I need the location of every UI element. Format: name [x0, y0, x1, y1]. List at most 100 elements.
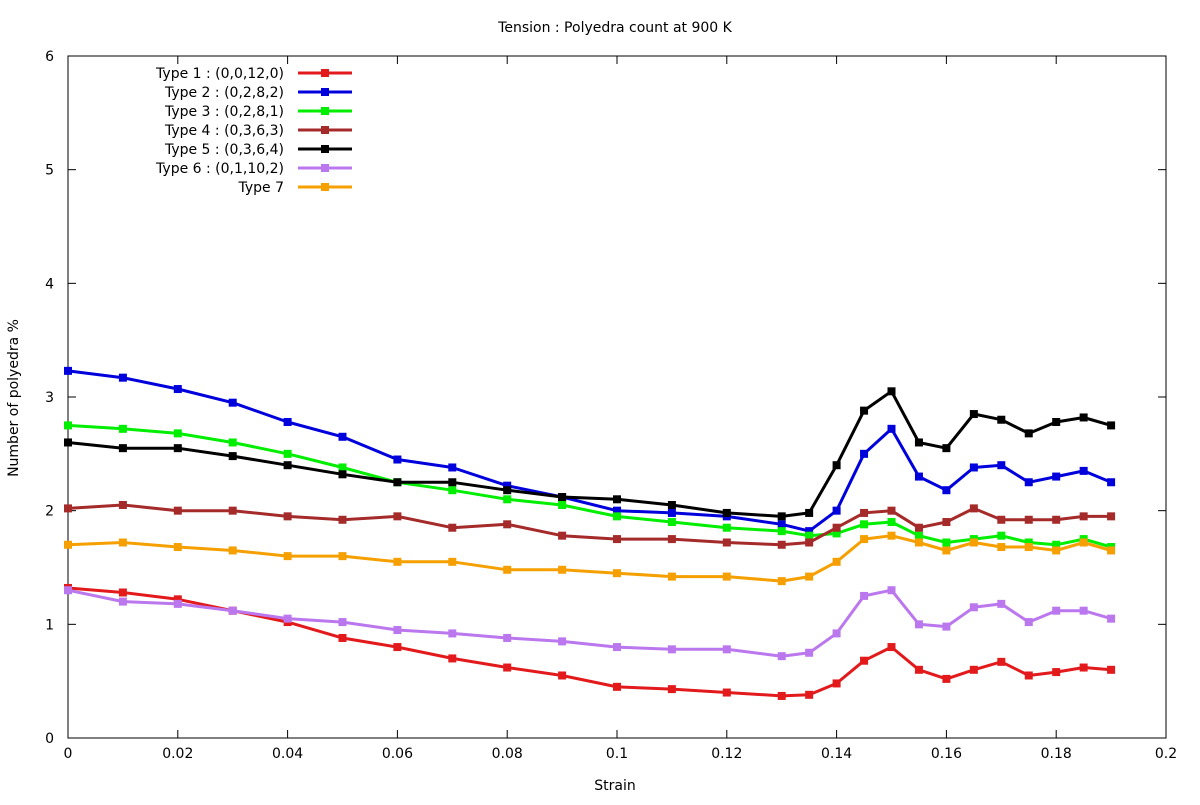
data-point — [777, 652, 786, 661]
data-point — [777, 691, 786, 700]
data-point — [997, 543, 1006, 552]
data-point — [860, 449, 869, 458]
data-point — [283, 418, 292, 427]
data-point — [805, 648, 814, 657]
data-point — [914, 531, 923, 540]
data-point — [64, 366, 72, 375]
data-point — [887, 586, 896, 595]
plot-frame — [67, 55, 1167, 739]
data-point — [1024, 515, 1033, 524]
data-point — [914, 523, 923, 532]
data-point — [118, 444, 127, 453]
data-point — [969, 504, 978, 513]
data-point — [118, 538, 127, 547]
series-3 — [64, 421, 1116, 552]
data-point — [283, 552, 292, 561]
data-point — [1107, 665, 1116, 674]
data-point — [777, 512, 786, 521]
data-point — [997, 531, 1006, 540]
y-axis-label: Number of polyedra % — [6, 319, 22, 477]
data-point — [722, 688, 731, 697]
data-point — [914, 438, 923, 447]
data-point — [860, 508, 869, 517]
data-point — [942, 444, 951, 453]
series-2 — [64, 366, 1116, 536]
data-point — [448, 463, 457, 472]
data-point — [667, 518, 676, 527]
data-point — [832, 461, 841, 470]
data-point — [832, 529, 841, 538]
data-point — [393, 626, 402, 635]
data-point — [887, 643, 896, 652]
data-point — [393, 455, 402, 464]
x-tick-label: 0.14 — [821, 746, 852, 762]
legend-swatch-marker — [321, 126, 329, 134]
data-point — [338, 618, 347, 627]
data-point — [1107, 614, 1116, 623]
data-point — [338, 515, 347, 524]
data-point — [777, 527, 786, 536]
data-point — [832, 557, 841, 566]
data-point — [64, 504, 72, 513]
legend-label: Type 4 : (0,3,6,3) — [164, 123, 284, 139]
data-point — [613, 682, 621, 691]
x-tick-label: 0.16 — [931, 746, 962, 762]
legend-swatch-marker — [321, 88, 329, 96]
data-point — [228, 398, 237, 407]
data-point — [1052, 515, 1061, 524]
x-axis-label: Strain — [594, 778, 635, 794]
data-point — [558, 637, 567, 646]
data-point — [997, 461, 1006, 470]
data-point — [613, 643, 621, 652]
data-point — [173, 385, 182, 394]
legend-label: Type 7 — [237, 180, 284, 196]
data-point — [1052, 418, 1061, 427]
data-point — [558, 500, 567, 509]
data-point — [860, 520, 869, 529]
series-line — [67, 389, 1112, 518]
series-1 — [64, 583, 1116, 700]
data-point — [173, 429, 182, 438]
data-point — [914, 472, 923, 481]
data-point — [613, 535, 621, 544]
data-point — [860, 406, 869, 415]
x-tick-label: 0 — [64, 746, 73, 762]
data-point — [503, 495, 512, 504]
data-point — [860, 656, 869, 665]
x-tick-label: 0.1 — [606, 746, 628, 762]
data-point — [997, 515, 1006, 524]
data-point — [448, 478, 457, 487]
legend-swatch-marker — [321, 183, 329, 191]
data-point — [338, 633, 347, 642]
data-point — [777, 577, 786, 586]
data-point — [805, 531, 814, 540]
y-tick-label: 5 — [45, 163, 54, 179]
data-point — [914, 665, 923, 674]
data-point — [722, 523, 731, 532]
data-point — [64, 421, 72, 430]
data-point — [969, 538, 978, 547]
data-point — [338, 552, 347, 561]
data-point — [887, 424, 896, 433]
data-point — [393, 512, 402, 521]
data-point — [613, 495, 621, 504]
data-point — [860, 591, 869, 600]
data-point — [118, 424, 127, 433]
data-point — [228, 438, 237, 447]
data-point — [1107, 546, 1116, 555]
data-point — [860, 535, 869, 544]
x-tick-label: 0.08 — [492, 746, 523, 762]
data-point — [942, 518, 951, 527]
axes: 0 0.02 0.04 0.06 0.08 0.1 0.12 0.14 0.16 0.18 0.2 0… — [45, 49, 1177, 762]
data-point — [503, 633, 512, 642]
legend-swatch-marker — [321, 69, 329, 77]
data-point — [805, 690, 814, 699]
data-point — [1079, 512, 1088, 521]
data-point — [228, 606, 237, 615]
data-point — [613, 569, 621, 578]
data-point — [832, 506, 841, 515]
data-point — [64, 586, 72, 595]
data-point — [558, 493, 567, 502]
data-point — [914, 620, 923, 629]
